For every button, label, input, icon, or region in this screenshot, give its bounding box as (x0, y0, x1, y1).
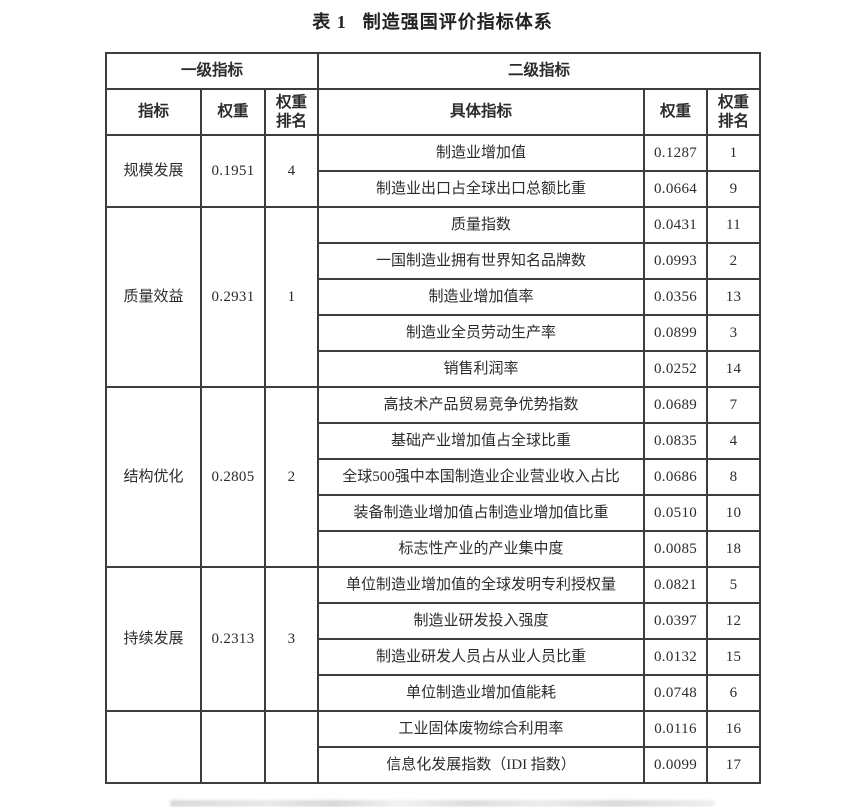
rank-cell: 11 (706, 206, 762, 244)
weight-cell: 0.0821 (643, 566, 709, 604)
group-cell-name: 持续发展 (105, 566, 202, 712)
indicator-cell: 制造业研发投入强度 (317, 602, 646, 640)
indicator-cell: 装备制造业增加值占制造业增加值比重 (317, 494, 646, 532)
indicator-cell: 工业固体废物综合利用率 (317, 710, 646, 748)
col-header-weight-rank: 权重排名 (263, 88, 320, 136)
rank-cell: 13 (706, 278, 762, 316)
rank-cell: 1 (706, 134, 762, 172)
weight-cell: 0.0899 (643, 314, 709, 352)
col-header-specific: 具体指标 (317, 88, 646, 136)
rank-cell: 4 (706, 422, 762, 460)
header-level2: 二级指标 (317, 52, 762, 90)
indicator-cell: 制造业出口占全球出口总额比重 (317, 170, 646, 208)
group-cell-weight: 0.2931 (200, 206, 266, 388)
indicator-cell: 标志性产业的产业集中度 (317, 530, 646, 568)
group-cell-weight (200, 710, 266, 784)
indicator-table: 一级指标 二级指标 指标 权重 权重排名 具体指标 权重 权重排名 规模发展 0… (104, 52, 762, 784)
group-cell-name: 规模发展 (105, 134, 202, 208)
cutoff-text-strip (170, 800, 715, 807)
rank-cell: 15 (706, 638, 762, 676)
indicator-cell: 信息化发展指数（IDI 指数） (317, 746, 646, 784)
weight-cell: 0.1287 (643, 134, 709, 172)
weight-cell: 0.0099 (643, 746, 709, 784)
table-title-prefix: 表 1 (312, 12, 347, 32)
group-cell-weight: 0.2313 (200, 566, 266, 712)
group-cell-name: 质量效益 (105, 206, 202, 388)
rank-cell: 18 (706, 530, 762, 568)
weight-cell: 0.0116 (643, 710, 709, 748)
weight-cell: 0.0664 (643, 170, 709, 208)
indicator-cell: 一国制造业拥有世界知名品牌数 (317, 242, 646, 280)
col-header-indicator: 指标 (105, 88, 202, 136)
weight-cell: 0.0835 (643, 422, 709, 460)
group-cell-rank (263, 710, 320, 784)
group-cell-name: 结构优化 (105, 386, 202, 568)
rank-cell: 3 (706, 314, 762, 352)
indicator-cell: 单位制造业增加值的全球发明专利授权量 (317, 566, 646, 604)
weight-cell: 0.0510 (643, 494, 709, 532)
indicator-cell: 制造业增加值率 (317, 278, 646, 316)
indicator-cell: 制造业研发人员占从业人员比重 (317, 638, 646, 676)
group-cell-weight: 0.1951 (200, 134, 266, 208)
weight-cell: 0.0132 (643, 638, 709, 676)
rank-cell: 9 (706, 170, 762, 208)
col-header-weight-rank2: 权重排名 (706, 88, 762, 136)
rank-cell: 8 (706, 458, 762, 496)
rank-cell: 6 (706, 674, 762, 712)
indicator-cell: 高技术产品贸易竞争优势指数 (317, 386, 646, 424)
table-title: 表 1 制造强国评价指标体系 (0, 8, 865, 34)
weight-cell: 0.0689 (643, 386, 709, 424)
group-cell-rank: 2 (263, 386, 320, 568)
weight-cell: 0.0356 (643, 278, 709, 316)
rank-cell: 2 (706, 242, 762, 280)
indicator-cell: 销售利润率 (317, 350, 646, 388)
weight-cell: 0.0397 (643, 602, 709, 640)
weight-cell: 0.0748 (643, 674, 709, 712)
indicator-cell: 制造业增加值 (317, 134, 646, 172)
rank-cell: 5 (706, 566, 762, 604)
indicator-cell: 单位制造业增加值能耗 (317, 674, 646, 712)
group-cell-weight: 0.2805 (200, 386, 266, 568)
indicator-cell: 基础产业增加值占全球比重 (317, 422, 646, 460)
weight-cell: 0.0085 (643, 530, 709, 568)
table-title-text: 制造强国评价指标体系 (362, 12, 553, 32)
group-cell-rank: 3 (263, 566, 320, 712)
indicator-cell: 全球500强中本国制造业企业营业收入占比 (317, 458, 646, 496)
group-cell-rank: 1 (263, 206, 320, 388)
indicator-cell: 制造业全员劳动生产率 (317, 314, 646, 352)
rank-cell: 16 (706, 710, 762, 748)
rank-cell: 12 (706, 602, 762, 640)
indicator-cell: 质量指数 (317, 206, 646, 244)
col-header-weight2: 权重 (643, 88, 709, 136)
rank-cell: 10 (706, 494, 762, 532)
col-header-weight: 权重 (200, 88, 266, 136)
weight-cell: 0.0993 (643, 242, 709, 280)
weight-cell: 0.0252 (643, 350, 709, 388)
weight-cell: 0.0431 (643, 206, 709, 244)
group-cell-rank: 4 (263, 134, 320, 208)
rank-cell: 17 (706, 746, 762, 784)
rank-cell: 7 (706, 386, 762, 424)
group-cell-name (105, 710, 202, 784)
weight-cell: 0.0686 (643, 458, 709, 496)
header-level1: 一级指标 (104, 52, 320, 90)
rank-cell: 14 (706, 350, 762, 388)
